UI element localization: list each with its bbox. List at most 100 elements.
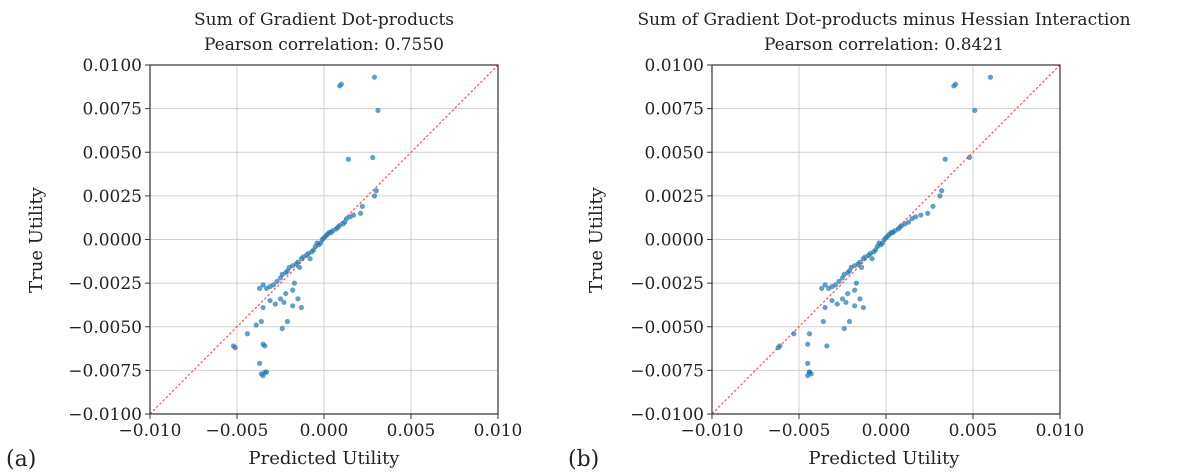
scatter-point	[359, 203, 365, 209]
chart-title-a: Sum of Gradient Dot-products	[194, 10, 454, 30]
scatter-point	[972, 107, 978, 113]
scatter-point	[284, 318, 291, 325]
y-tick-label: −0.0025	[630, 274, 704, 294]
scatter-point	[290, 287, 296, 293]
y-axis-label-a: True Utility	[26, 186, 47, 292]
scatter-point	[373, 188, 379, 194]
y-tick-label: 0.0050	[83, 143, 142, 163]
scatter-point	[791, 331, 797, 337]
panel-tag-b: (b)	[568, 447, 599, 472]
scatter-point	[370, 154, 376, 161]
scatter-point	[345, 156, 351, 162]
panel-tag-a: (a)	[6, 447, 36, 472]
scatter-point	[836, 278, 842, 284]
x-axis-label-a: Predicted Utility	[249, 448, 401, 469]
scatter-point	[859, 264, 865, 271]
y-tick-label: −0.0050	[630, 318, 704, 338]
scatter-point	[829, 297, 835, 304]
scatter-point	[262, 343, 268, 349]
panel-b: Sum of Gradient Dot-products minus Hessi…	[568, 10, 1131, 472]
scatter-point	[279, 325, 285, 332]
scatter-point	[925, 210, 931, 216]
y-ticks-a: 0.0100 0.0075 0.0050 0.0025 0.0000 −0.0025 −0.…	[68, 56, 150, 425]
scatter-point	[314, 240, 320, 246]
scatter-point	[822, 304, 828, 311]
y-tick-label: −0.0050	[68, 318, 142, 338]
scatter-point	[876, 240, 882, 246]
scatter-point	[806, 369, 813, 375]
scatter-point	[805, 360, 811, 366]
y-tick-label: −0.0100	[630, 405, 704, 425]
scatter-point	[860, 304, 866, 311]
scatter-points-a	[230, 74, 381, 379]
scatter-point	[819, 285, 825, 291]
scatter-point	[805, 341, 811, 347]
chart-title-b: Sum of Gradient Dot-products minus Hessi…	[637, 10, 1130, 30]
scatter-point	[290, 303, 296, 309]
scatter-point	[953, 81, 959, 87]
scatter-point	[841, 325, 847, 332]
y-tick-label: −0.0025	[68, 274, 142, 294]
scatter-point	[845, 290, 851, 297]
scatter-point	[852, 303, 858, 309]
x-tick-label: 0.005	[387, 421, 436, 441]
scatter-point	[777, 343, 783, 349]
y-tick-label: 0.0100	[83, 56, 142, 76]
scatter-point	[283, 290, 289, 297]
y-tick-label: 0.0100	[645, 56, 704, 76]
scatter-point	[853, 280, 860, 286]
scatter-point	[277, 296, 284, 302]
y-tick-label: −0.0075	[630, 361, 704, 381]
y-tick-label: 0.0000	[645, 231, 704, 251]
scatter-point	[834, 301, 840, 307]
scatter-point	[822, 282, 828, 288]
scatter-point	[257, 360, 263, 366]
chart-subtitle-a: Pearson correlation: 0.7550	[204, 35, 444, 55]
x-tick-label: 0.005	[949, 421, 998, 441]
scatter-point	[244, 331, 251, 337]
x-tick-label: −0.005	[768, 421, 831, 441]
scatter-point	[942, 156, 948, 162]
scatter-point	[839, 296, 846, 302]
scatter-point	[909, 215, 915, 222]
scatter-point	[258, 318, 264, 325]
y-tick-label: 0.0075	[645, 100, 704, 120]
x-tick-label: −0.005	[206, 421, 269, 441]
scatter-point	[357, 210, 364, 216]
scatter-point	[338, 81, 344, 87]
scatter-point	[843, 299, 849, 305]
x-tick-label: 0.010	[1036, 421, 1085, 441]
x-tick-label: 0.000	[300, 421, 349, 441]
scatter-point	[295, 296, 301, 302]
scatter-point	[274, 278, 280, 284]
x-tick-label: 0.000	[862, 421, 911, 441]
scatter-point	[987, 74, 994, 80]
scatter-point	[297, 264, 303, 271]
scatter-point	[371, 193, 378, 199]
y-tick-label: 0.0025	[83, 187, 142, 207]
y-tick-label: −0.0100	[68, 405, 142, 425]
panel-a: Sum of Gradient Dot-products Pearson cor…	[6, 10, 522, 472]
scatter-point	[937, 193, 943, 199]
reference-line-b	[711, 64, 1061, 415]
reference-line-a	[149, 64, 499, 415]
scatter-point	[966, 154, 973, 161]
x-ticks-a: −0.010 −0.005 0.000 0.005 0.010	[119, 414, 522, 441]
scatter-point	[307, 256, 313, 262]
scatter-point	[298, 304, 304, 311]
scatter-point	[869, 256, 875, 262]
scatter-point	[263, 285, 270, 291]
scatter-point	[806, 331, 813, 337]
y-tick-label: 0.0075	[83, 100, 142, 120]
scatter-point	[230, 343, 237, 349]
scatter-point	[260, 304, 266, 311]
chart-subtitle-b: Pearson correlation: 0.8421	[764, 35, 1004, 55]
scatter-point	[852, 287, 858, 293]
y-tick-label: 0.0000	[83, 231, 142, 251]
scatter-point	[860, 256, 866, 262]
scatter-point	[918, 212, 924, 218]
scatter-point	[281, 299, 287, 305]
scatter-point	[298, 256, 304, 262]
y-tick-label: 0.0025	[645, 187, 704, 207]
